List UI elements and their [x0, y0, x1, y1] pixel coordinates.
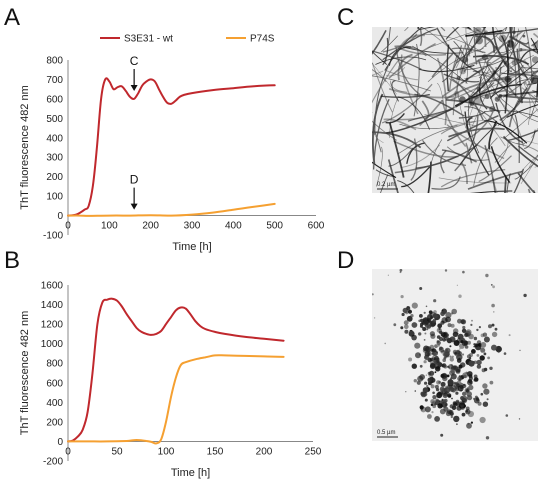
chart-a-x-tick-200: 200	[142, 221, 159, 232]
chart-b-y-tick-1200: 1200	[41, 320, 64, 331]
chart-b-y-tick-800: 800	[46, 359, 63, 370]
chart-a-x-tick-400: 400	[225, 221, 242, 232]
chart-b-x-ticks: 0 50 100 150 200 250	[65, 446, 322, 457]
micrograph-c-fibrils	[372, 27, 538, 193]
annotation-label-d: D	[130, 173, 139, 187]
chart-a-y-tick-400: 400	[46, 133, 63, 144]
chart-b-x-tick-100: 100	[158, 446, 175, 457]
annotation-arrow-d: D	[130, 173, 139, 210]
chart-b-x-label: Time [h]	[171, 467, 210, 479]
chart-a-y-label: ThT fluorescence 482 nm	[19, 85, 31, 210]
chart-a-y-tick-100: 100	[46, 192, 63, 203]
chart-a-y-tick-700: 700	[46, 75, 63, 86]
chart-b-y-tick-400: 400	[46, 398, 63, 409]
chart-a-y-tick-500: 500	[46, 114, 63, 125]
chart-a-series	[67, 77, 276, 217]
chart-b-y-tick-200: 200	[46, 417, 63, 428]
chart-a-y-tick-200: 200	[46, 172, 63, 183]
chart-a-x-tick-0: 0	[65, 221, 71, 232]
chart-a-y-tick-800: 800	[46, 56, 63, 67]
chart-a-annotations: CD	[130, 54, 139, 210]
annotation-label-c: C	[130, 54, 139, 68]
chart-a-x-tick-600: 600	[308, 221, 325, 232]
chart-a-x-label: Time [h]	[172, 241, 211, 253]
chart-b-x-tick-50: 50	[111, 446, 123, 457]
chart-a-y-tick-0: 0	[57, 211, 63, 222]
chart-a-legend: S3E31 - wt P74S	[100, 34, 275, 45]
chart-a-x-tick-100: 100	[101, 221, 118, 232]
chart-b-x-tick-200: 200	[256, 446, 273, 457]
panel-label-c: C	[337, 4, 354, 31]
chart-b-y-tick-1000: 1000	[41, 339, 64, 350]
chart-b-x-tick-150: 150	[207, 446, 224, 457]
panel-label-b: B	[4, 247, 20, 274]
chart-b-series-p74s-line	[67, 354, 285, 445]
legend-label-p74s: P74S	[250, 34, 275, 45]
chart-a-x-ticks: 0 100 200 300 400 500 600	[65, 221, 325, 232]
chart-a-x-tick-300: 300	[184, 221, 201, 232]
chart-b-y-tick-1400: 1400	[41, 300, 64, 311]
chart-a-y-tick-300: 300	[46, 153, 63, 164]
chart-a-y-tick-neg100: -100	[43, 231, 63, 242]
panel-label-a: A	[4, 4, 20, 31]
chart-b-y-tick-600: 600	[46, 378, 63, 389]
chart-b-series	[67, 297, 285, 445]
chart-b-x-tick-0: 0	[65, 446, 71, 457]
micrograph-d-aggregate	[372, 269, 527, 440]
chart-b-series-wt-line	[67, 297, 285, 443]
chart-b-y-tick-neg200: -200	[43, 457, 63, 468]
chart-b-y-ticks: -200 0 200 400 600 800 1000 1200 1400 1600	[41, 281, 64, 468]
micrograph-d: 0.5 µm	[372, 269, 538, 441]
chart-a-series-wt-line	[67, 77, 276, 217]
chart-b-y-tick-1600: 1600	[41, 281, 64, 292]
panel-label-d: D	[337, 247, 354, 274]
micrograph-c-scale-label: 0.2 µm	[377, 182, 395, 188]
micrograph-c: 0.2 µm	[372, 27, 538, 193]
chart-b-y-label: ThT fluorescence 482 nm	[19, 311, 31, 436]
chart-a-x-tick-500: 500	[266, 221, 283, 232]
chart-b-x-tick-250: 250	[305, 446, 322, 457]
chart-a-y-ticks: -100 0 100 200 300 400 500 600 700 800	[43, 56, 63, 242]
chart-a-y-tick-600: 600	[46, 94, 63, 105]
chart-b-y-tick-0: 0	[57, 437, 63, 448]
annotation-arrow-c: C	[130, 54, 139, 91]
chart-a-series-p74s-line	[67, 202, 276, 217]
legend-label-wt: S3E31 - wt	[124, 34, 173, 45]
micrograph-d-scale-label: 0.5 µm	[377, 430, 395, 436]
